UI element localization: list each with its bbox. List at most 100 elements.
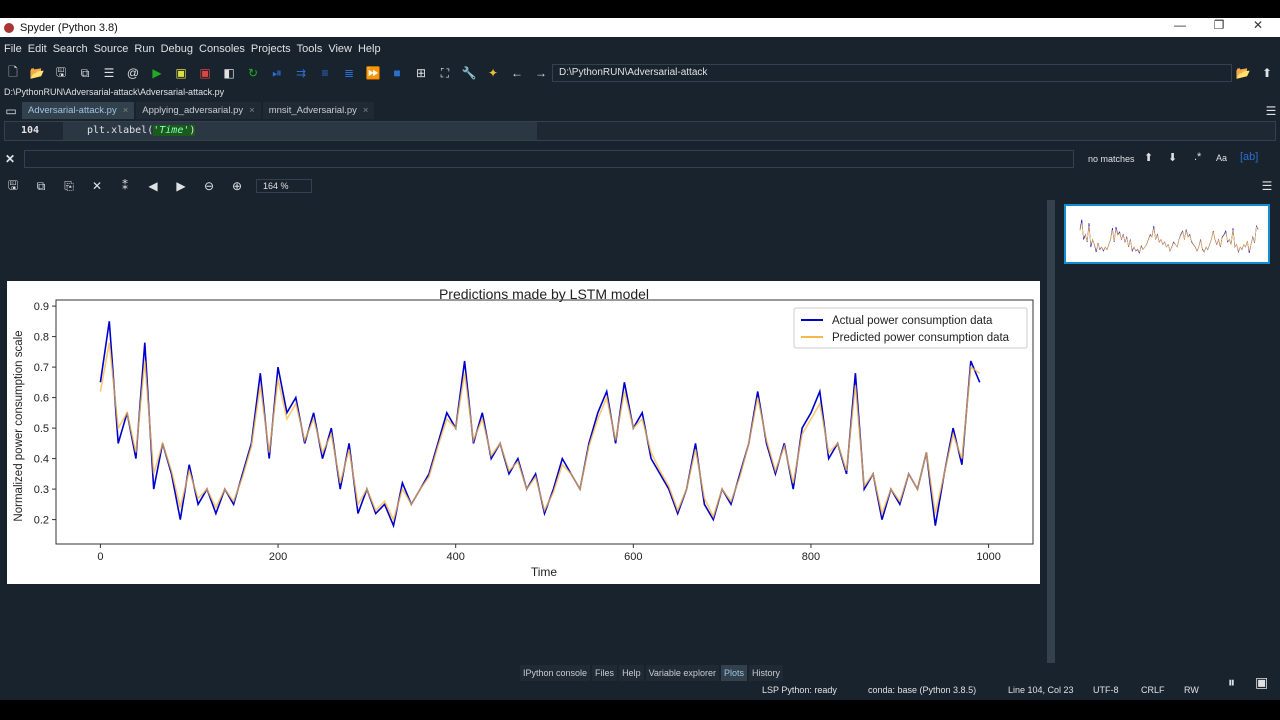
maximize-pane-icon[interactable]: ⊞ (415, 66, 427, 80)
outline-icon[interactable]: ☰ (103, 66, 115, 80)
y-tick-label: 0.9 (34, 301, 49, 313)
close-tab-icon[interactable]: × (362, 105, 369, 116)
parent-directory-icon[interactable]: ⬆ (1261, 66, 1273, 80)
code-paren: ) (189, 125, 196, 136)
back-arrow-icon[interactable]: ← (511, 66, 523, 80)
plot-thumbnail[interactable] (1064, 204, 1270, 264)
find-next-icon[interactable]: ⬇ (1168, 152, 1178, 164)
tab-help[interactable]: Help (619, 665, 644, 681)
zoom-level[interactable]: 164 % (256, 179, 312, 193)
close-tab-icon[interactable]: × (122, 105, 129, 116)
spyder-logo-icon (4, 22, 14, 33)
previous-plot-icon[interactable]: ◀ (148, 179, 158, 193)
case-sensitive-toggle[interactable]: Aa (1216, 153, 1228, 163)
step-into-icon[interactable]: ≡ (321, 66, 329, 80)
close-button[interactable]: ✕ (1252, 18, 1264, 32)
save-icon[interactable]: 🖫 (55, 64, 67, 79)
minimize-button[interactable]: — (1174, 18, 1186, 32)
line-number: 104 (21, 125, 40, 136)
step-icon[interactable]: ⇉ (295, 66, 307, 80)
status-bar: LSP Python: ready conda: base (Python 3.… (0, 674, 1280, 700)
at-icon[interactable]: @ (126, 66, 140, 80)
save-all-icon[interactable]: ⧉ (80, 65, 90, 80)
plots-toolbar: 🖫 ⧉ ⎘ ✕ ⁑ ◀ ▶ ⊖ ⊕ 164 % ☰ (0, 175, 1280, 197)
copy-plot-icon[interactable]: ⎘ (64, 178, 74, 193)
tab-applying-adversarial[interactable]: Applying_adversarial.py × (136, 102, 261, 119)
pause-icon[interactable]: ⏸ (1228, 674, 1235, 690)
code-text: plt.xlabel( (87, 125, 154, 136)
new-file-icon[interactable]: 🗋 (8, 64, 18, 79)
menu-consoles[interactable]: Consoles (199, 42, 245, 55)
step-return-icon[interactable]: ≣ (343, 66, 355, 80)
legend-box (793, 307, 1028, 349)
find-status: no matches (1088, 154, 1135, 164)
window-title: Spyder (Python 3.8) (20, 21, 118, 34)
menu-tools[interactable]: Tools (296, 42, 323, 55)
zoom-in-icon[interactable]: ⊕ (231, 179, 243, 193)
screen-icon[interactable]: ▣ (1255, 674, 1269, 690)
plots-options-icon[interactable]: ☰ (1261, 179, 1273, 193)
whole-word-icon[interactable]: [ab] (1240, 151, 1259, 163)
next-plot-icon[interactable]: ▶ (176, 179, 186, 193)
rerun-icon[interactable]: ↻ (247, 66, 259, 80)
plot-scrollbar[interactable] (1047, 200, 1055, 663)
y-tick-label: 0.4 (34, 454, 49, 466)
open-file-icon[interactable]: 📂 (29, 66, 45, 80)
options-menu-icon[interactable]: ☰ (1265, 103, 1277, 118)
menu-file[interactable]: File (4, 42, 22, 55)
remove-all-plots-icon[interactable]: ⁑ (122, 179, 128, 193)
tab-plots[interactable]: Plots (720, 665, 747, 681)
python-path-icon[interactable]: ✦ (487, 66, 499, 80)
menu-projects[interactable]: Projects (250, 42, 291, 55)
working-directory-input[interactable]: D:\PythonRUN\Adversarial-attack (552, 64, 1232, 82)
tab-mnsit-adversarial[interactable]: mnsit_Adversarial.py × (262, 102, 375, 119)
menu-view[interactable]: View (328, 42, 352, 55)
tab-history[interactable]: History (748, 665, 783, 681)
menu-help[interactable]: Help (357, 42, 381, 55)
run-cell-icon[interactable]: ▣ (175, 66, 187, 80)
save-plot-icon[interactable]: 🖫 (7, 177, 19, 192)
encoding: UTF-8 (1093, 685, 1119, 695)
main-toolbar: 🗋 📂 🖫 ⧉ ☰ @ ▶ ▣ ▣ ◧ ↻ ⏯ ⇉ ≡ ≣ ⏩ ■ ⊞ ⛶ 🔧 … (0, 60, 1280, 86)
tab-ipython-console[interactable]: IPython console (520, 665, 591, 681)
regex-icon[interactable]: .* (1194, 151, 1202, 163)
close-tab-icon[interactable]: × (249, 105, 255, 116)
find-input[interactable] (24, 150, 1074, 168)
menu-source[interactable]: Source (93, 42, 129, 55)
conda-status: conda: base (Python 3.8.5) (868, 685, 977, 695)
fullscreen-icon[interactable]: ⛶ (440, 65, 450, 80)
forward-arrow-icon[interactable]: → (535, 66, 547, 80)
browse-folder-icon[interactable]: 📂 (1235, 66, 1251, 80)
y-tick-label: 0.6 (34, 393, 49, 405)
remove-plot-icon[interactable]: ✕ (91, 179, 103, 193)
zoom-out-icon[interactable]: ⊖ (203, 179, 215, 193)
menu-search[interactable]: Search (52, 42, 88, 55)
tab-files[interactable]: Files (592, 665, 618, 681)
tab-variable-explorer[interactable]: Variable explorer (645, 665, 719, 681)
menu-edit[interactable]: Edit (27, 42, 47, 55)
predicted-series-line (99, 342, 981, 522)
run-icon[interactable]: ▶ (152, 66, 162, 80)
line-endings: CRLF (1141, 685, 1165, 695)
preferences-wrench-icon[interactable]: 🔧 (461, 66, 477, 80)
find-previous-icon[interactable]: ⬆ (1144, 152, 1154, 164)
x-tick-label: 1000 (976, 551, 1000, 563)
tab-label: mnsit_Adversarial.py (268, 105, 357, 116)
menu-run[interactable]: Run (134, 42, 155, 55)
legend: Actual power consumption data Predicted … (793, 307, 1028, 349)
stop-icon[interactable]: ■ (393, 66, 401, 80)
run-cell-advance-icon[interactable]: ▣ (199, 66, 211, 80)
x-tick-label: 400 (447, 551, 465, 563)
tab-adversarial-attack[interactable]: Adversarial-attack.py × (22, 102, 135, 119)
debug-icon[interactable]: ⏯ (272, 65, 282, 80)
code-editor[interactable]: 104 plt.xlabel('Time') (4, 121, 1276, 141)
plot-figure: Predictions made by LSTM model Time Norm… (7, 281, 1040, 584)
continue-icon[interactable]: ⏩ (365, 66, 381, 80)
restore-button[interactable]: ❐ (1213, 18, 1225, 32)
menu-debug[interactable]: Debug (160, 42, 194, 55)
browse-tabs-icon[interactable]: ▭ (5, 103, 17, 118)
save-all-plots-icon[interactable]: ⧉ (36, 178, 46, 193)
thumbnail-chart (1079, 219, 1259, 254)
close-find-icon[interactable]: ✕ (5, 152, 16, 166)
run-selection-icon[interactable]: ◧ (223, 66, 235, 80)
